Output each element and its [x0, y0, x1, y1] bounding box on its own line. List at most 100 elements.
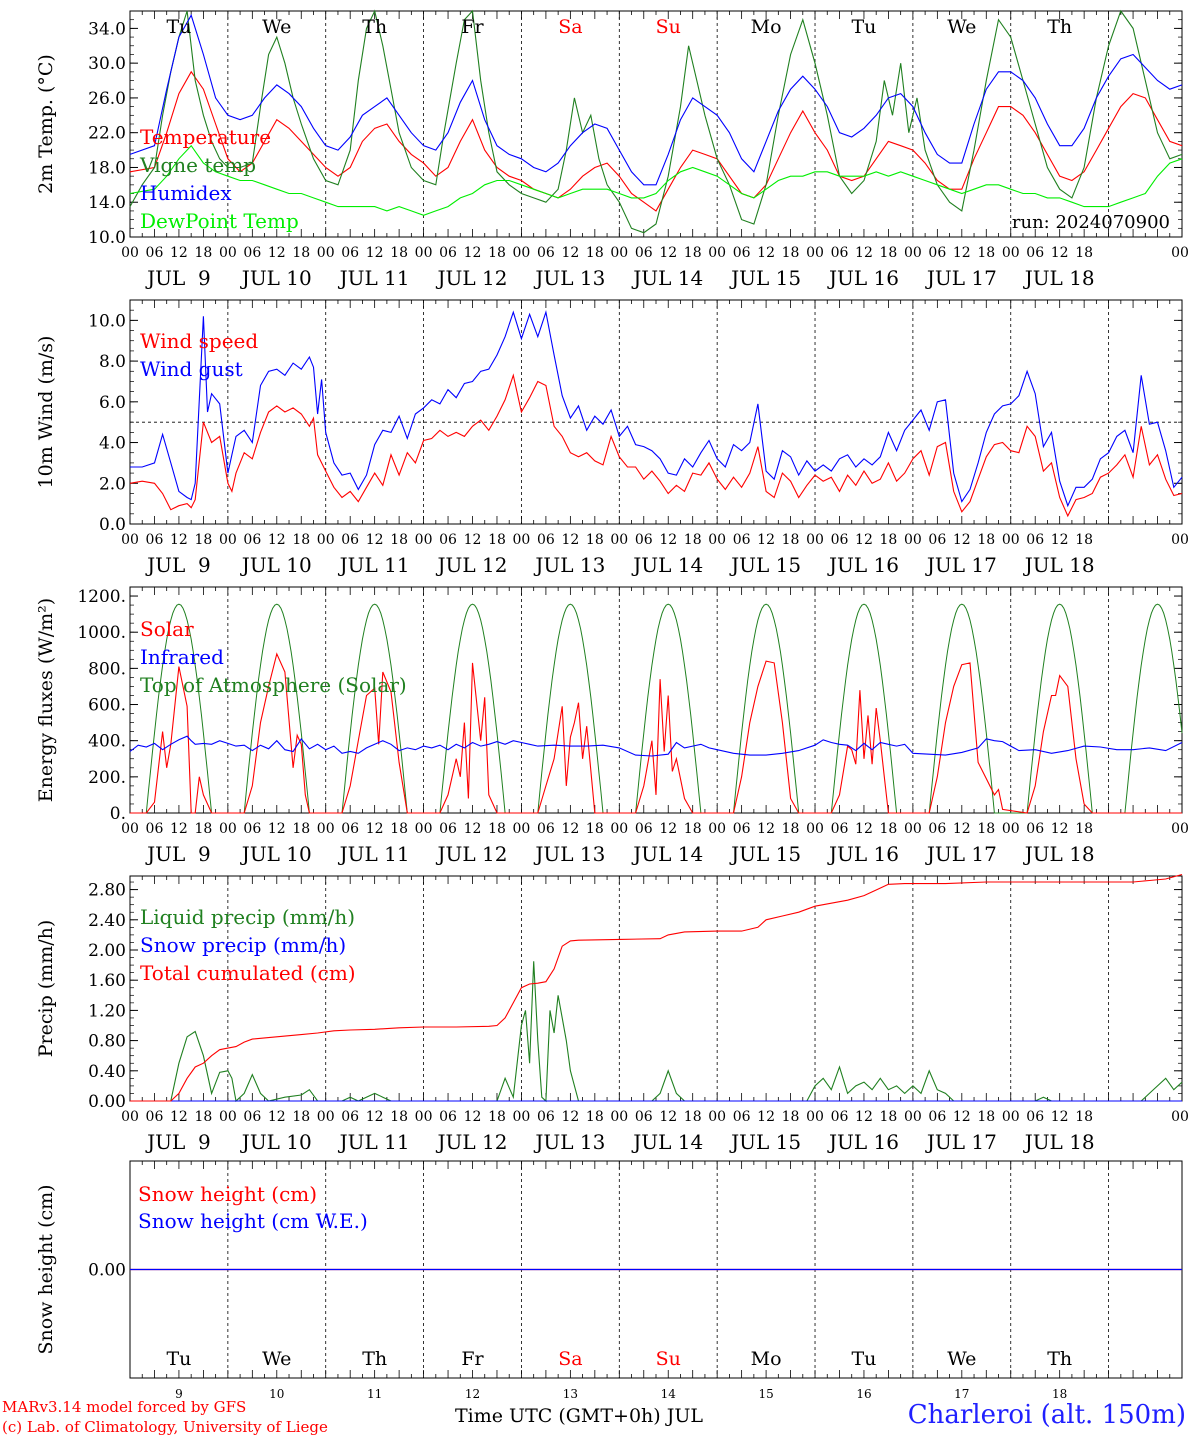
y-tick-label: 1200. — [77, 587, 126, 607]
date-label: JUL 16 — [827, 553, 899, 577]
hour-tick-label: 18 — [194, 532, 212, 548]
hour-tick-label: 18 — [782, 245, 800, 261]
hour-tick-label: 00 — [1002, 1109, 1020, 1125]
hour-tick-label: 06 — [635, 532, 653, 548]
y-tick-label: 2.0 — [99, 474, 126, 494]
hour-tick-label: 18 — [292, 1109, 310, 1125]
hour-tick-label: 00 — [121, 245, 139, 261]
hour-tick-label: 00 — [513, 245, 531, 261]
hour-tick-label: 18 — [977, 821, 995, 837]
series-line — [129, 735, 1183, 757]
legend-entry: Humidex — [140, 181, 232, 205]
hour-tick-label: 18 — [194, 821, 212, 837]
y-tick-label: 1000. — [77, 623, 126, 643]
date-label: JUL 18 — [1023, 1130, 1095, 1154]
hour-tick-label: 00 — [1002, 821, 1020, 837]
hour-tick-label: 12 — [659, 245, 677, 261]
weekday-label: Sa — [558, 16, 582, 38]
legend-entry: DewPoint Temp — [140, 209, 299, 233]
hour-tick-label: 18 — [488, 532, 506, 548]
weekday-label: We — [262, 16, 291, 38]
hour-tick-label: 12 — [268, 245, 286, 261]
weekday-label: Th — [362, 1348, 387, 1370]
hour-tick-label: 18 — [880, 1109, 898, 1125]
hour-tick-label: 12 — [757, 821, 775, 837]
series-line — [130, 961, 1183, 1103]
day-number-label: 11 — [367, 1387, 382, 1401]
hour-tick-label: 06 — [1026, 1109, 1044, 1125]
hour-tick-label: 12 — [561, 1109, 579, 1125]
day-number-label: 12 — [465, 1387, 480, 1401]
hour-tick-label: 00 — [513, 821, 531, 837]
hour-tick-label: 06 — [831, 1109, 849, 1125]
panel-frame — [129, 10, 1183, 238]
hour-tick-label: 06 — [1026, 821, 1044, 837]
y-tick-label: 0. — [110, 804, 126, 824]
hour-tick-label: 06 — [831, 245, 849, 261]
hour-tick-label: 12 — [659, 532, 677, 548]
date-label: JUL 18 — [1023, 842, 1095, 866]
hour-tick-label: 12 — [1051, 532, 1069, 548]
series-line — [130, 652, 1182, 814]
hour-tick-label: 12 — [855, 821, 873, 837]
hour-tick-label: 18 — [782, 1109, 800, 1125]
date-label: JUL 16 — [827, 842, 899, 866]
weekday-label: Th — [362, 16, 387, 38]
date-label: JUL 17 — [925, 553, 997, 577]
panel-3: 0. 200. 400. 600. 800. 1000. 1200. Energy fluxe… — [35, 586, 1189, 866]
hour-tick-label: 00 — [904, 245, 922, 261]
weekday-label: We — [947, 1348, 976, 1370]
hour-tick-label: 00 — [219, 821, 237, 837]
hour-tick-label: 06 — [341, 532, 359, 548]
date-label: JUL 10 — [240, 1130, 312, 1154]
hour-tick-label: 12 — [855, 245, 873, 261]
legend-entry: Snow precip (mm/h) — [140, 933, 346, 957]
legend-entry: Solar — [140, 617, 194, 641]
hour-tick-label: 06 — [733, 821, 751, 837]
hour-tick-label: 12 — [464, 821, 482, 837]
day-number-label: 10 — [269, 1387, 284, 1401]
weekday-label: Tu — [166, 1348, 191, 1370]
hour-tick-label: 06 — [635, 1109, 653, 1125]
hour-tick-label: 06 — [733, 1109, 751, 1125]
panel-frame — [129, 299, 1183, 525]
y-tick-label: 8.0 — [99, 352, 126, 372]
y-tick-label: 2.80 — [88, 881, 126, 901]
y-axis-label: 10m Wind (m/s) — [35, 336, 57, 489]
hour-tick-label: 18 — [782, 532, 800, 548]
day-number-label: 15 — [758, 1387, 773, 1401]
top-of-atmosphere-line — [145, 603, 1183, 814]
y-tick-label: 18.0 — [88, 158, 126, 178]
series-line — [129, 9, 1183, 234]
hour-tick-label: 18 — [977, 1109, 995, 1125]
hour-tick-label: 00 — [904, 1109, 922, 1125]
date-label: JUL 15 — [729, 842, 801, 866]
hour-tick-label: 00 — [1171, 1109, 1189, 1125]
panel-1: 10.0 14.0 18.0 22.0 26.0 30.0 34.0 2m Temp. (°C… — [35, 9, 1189, 290]
y-tick-label: 14.0 — [88, 193, 126, 213]
hour-tick-label: 06 — [243, 821, 261, 837]
date-label: JUL 9 — [145, 266, 211, 290]
hour-tick-label: 18 — [194, 1109, 212, 1125]
panel-4: 0.00 0.40 0.80 1.20 1.60 2.00 2.40 2.80 Precip (… — [35, 873, 1189, 1154]
hour-tick-label: 18 — [390, 245, 408, 261]
date-label: JUL 11 — [338, 1130, 410, 1154]
legend-entry: Snow height (cm) — [138, 1182, 317, 1206]
hour-tick-label: 00 — [415, 1109, 433, 1125]
weekday-label: Tu — [851, 1348, 876, 1370]
hour-tick-label: 06 — [928, 532, 946, 548]
hour-tick-label: 12 — [366, 1109, 384, 1125]
hour-tick-label: 00 — [610, 821, 628, 837]
y-tick-label: 0.80 — [88, 1032, 126, 1052]
series-line — [129, 144, 1183, 216]
hour-tick-label: 12 — [953, 821, 971, 837]
hour-tick-label: 06 — [1026, 245, 1044, 261]
hour-tick-label: 00 — [317, 532, 335, 548]
y-tick-label: 10.0 — [88, 228, 126, 248]
date-label: JUL 13 — [533, 266, 605, 290]
x-axis-caption: Time UTC (GMT+0h) JUL — [455, 1405, 703, 1427]
legend-entry: Wind gust — [140, 357, 243, 381]
hour-tick-label: 18 — [488, 245, 506, 261]
hour-tick-label: 06 — [439, 821, 457, 837]
legend-entry: Snow height (cm W.E.) — [138, 1209, 368, 1233]
